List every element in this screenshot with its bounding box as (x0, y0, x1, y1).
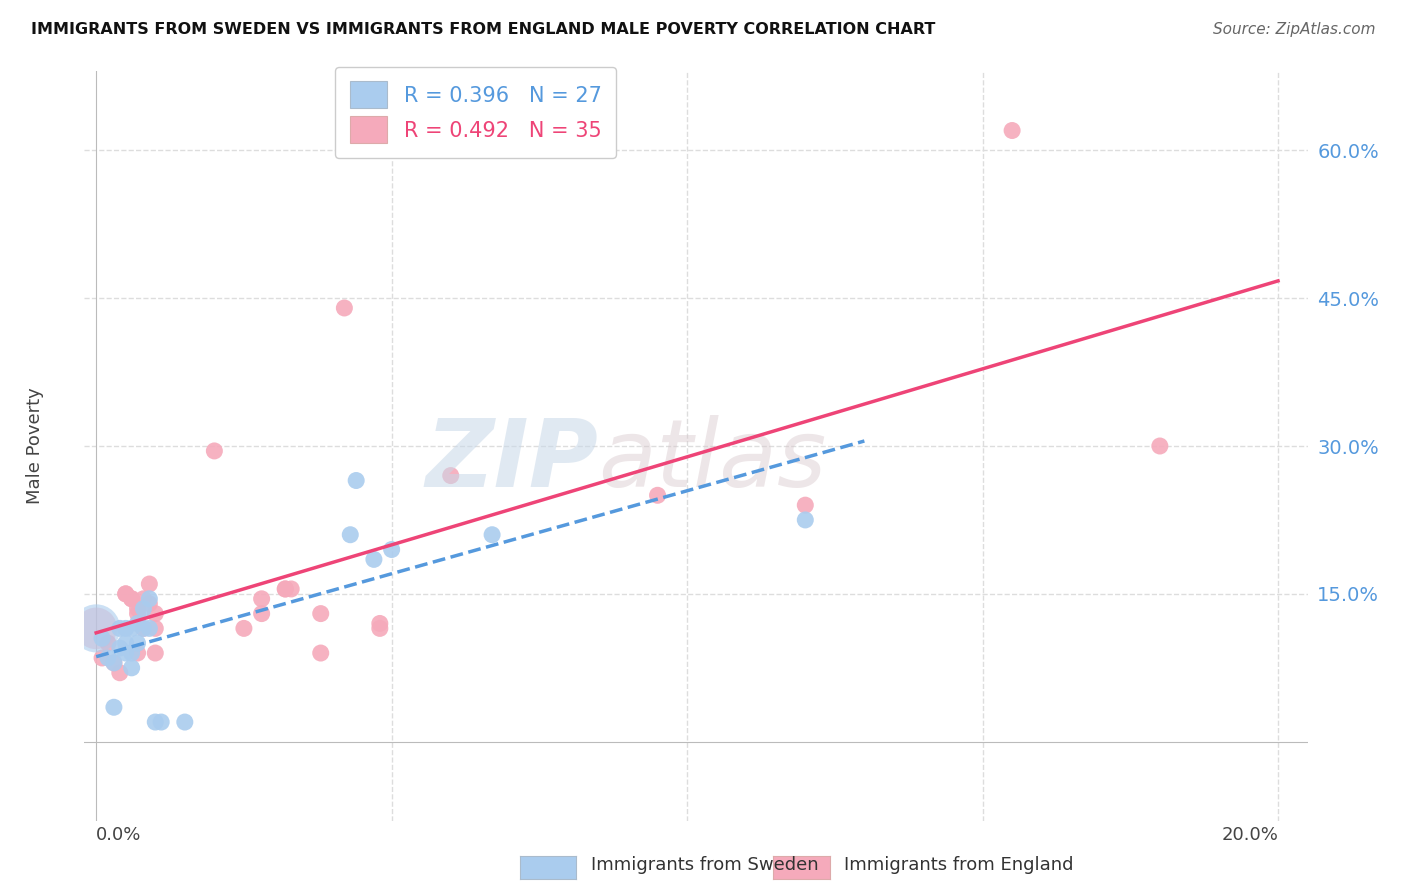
Point (121, 646, 143, 660)
Point (114, 587, 136, 601)
Point (127, 646, 149, 660)
Point (108, 665, 131, 680)
Point (202, 444, 225, 458)
Point (84, 621, 107, 635)
Point (143, 714, 166, 729)
Point (127, 616, 149, 631)
Point (97, 651, 120, 665)
Point (1001, 123, 1024, 137)
Point (368, 621, 391, 635)
Point (250, 607, 273, 621)
Point (121, 591, 143, 606)
Point (794, 498, 817, 512)
Point (108, 641, 131, 656)
Point (363, 552, 385, 566)
Point (121, 621, 143, 635)
Point (138, 621, 160, 635)
Point (138, 597, 160, 611)
Text: 20.0%: 20.0% (1222, 826, 1278, 844)
Point (103, 656, 125, 670)
Point (143, 607, 166, 621)
Text: Immigrants from Sweden: Immigrants from Sweden (591, 856, 818, 874)
Point (114, 621, 136, 635)
Point (381, 542, 404, 557)
Point (97, 636, 120, 650)
Point (143, 621, 166, 635)
Point (440, 468, 463, 483)
Point (114, 587, 136, 601)
Point (108, 621, 131, 635)
Point (481, 527, 503, 541)
Point (339, 527, 361, 541)
Point (114, 636, 136, 650)
Point (127, 636, 149, 650)
Point (132, 601, 155, 615)
Point (344, 474, 367, 488)
Text: 0.0%: 0.0% (96, 826, 142, 844)
Point (103, 656, 125, 670)
Legend: R = 0.396   N = 27, R = 0.492   N = 35: R = 0.396 N = 27, R = 0.492 N = 35 (335, 67, 616, 158)
Point (368, 616, 391, 631)
Point (232, 621, 254, 635)
Point (250, 591, 273, 606)
Point (84, 621, 107, 635)
Point (91, 632, 114, 646)
Point (309, 646, 332, 660)
Text: Male Poverty: Male Poverty (27, 388, 45, 504)
Point (138, 591, 160, 606)
Point (103, 700, 125, 714)
Point (173, 714, 195, 729)
Point (309, 607, 332, 621)
Point (121, 591, 143, 606)
Text: Immigrants from England: Immigrants from England (844, 856, 1073, 874)
Text: ZIP: ZIP (425, 415, 598, 507)
Point (138, 577, 160, 591)
Point (333, 301, 356, 315)
Point (1149, 439, 1171, 453)
Text: atlas: atlas (598, 416, 827, 507)
Text: IMMIGRANTS FROM SWEDEN VS IMMIGRANTS FROM ENGLAND MALE POVERTY CORRELATION CHART: IMMIGRANTS FROM SWEDEN VS IMMIGRANTS FRO… (31, 22, 935, 37)
Point (794, 513, 817, 527)
Point (143, 646, 166, 660)
Point (274, 582, 297, 596)
Point (132, 621, 155, 635)
Text: Source: ZipAtlas.com: Source: ZipAtlas.com (1212, 22, 1375, 37)
Point (127, 601, 149, 615)
Point (280, 582, 302, 596)
Point (114, 646, 136, 660)
Point (150, 714, 173, 729)
Point (127, 607, 149, 621)
Point (647, 488, 669, 502)
Point (91, 651, 114, 665)
Point (274, 582, 297, 596)
Point (132, 621, 155, 635)
Point (132, 591, 155, 606)
Point (121, 661, 143, 675)
